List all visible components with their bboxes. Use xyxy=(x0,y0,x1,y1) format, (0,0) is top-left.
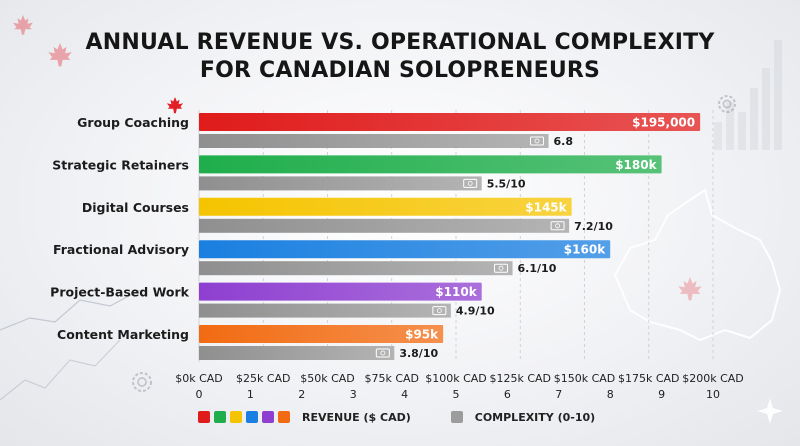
category-label-1: Group Coaching xyxy=(77,115,189,130)
revenue-tick-label-4: $75k CAD xyxy=(364,372,419,385)
complexity-bar-6 xyxy=(199,346,395,360)
legend-complexity-swatch xyxy=(450,411,463,423)
revenue-tick-label-9: $200k CAD xyxy=(682,372,744,385)
banknote-icon-2 xyxy=(463,178,478,188)
complexity-tick-label-3: 2 xyxy=(298,388,305,401)
chart-title-line-2: FOR CANADIAN SOLOPRENEURS xyxy=(199,58,601,83)
revenue-tick-label-1: $0k CAD xyxy=(175,372,223,385)
banknote-icon-center-5 xyxy=(436,308,442,314)
maple-leaf-icon-2 xyxy=(48,43,72,67)
background-trend-line xyxy=(0,289,141,331)
gear-icon-bottom xyxy=(132,372,152,392)
category-label-2: Strategic Retainers xyxy=(52,157,189,172)
banknote-icon-6 xyxy=(375,348,390,358)
revenue-tick-label-2: $25k CAD xyxy=(236,372,291,385)
revenue-bar-1 xyxy=(199,113,701,131)
complexity-tick-label-4: 3 xyxy=(350,388,357,401)
legend-revenue-swatch-3 xyxy=(230,411,242,423)
complexity-tick-label-9: 8 xyxy=(607,388,614,401)
revenue-value-label-2: $180k xyxy=(615,158,657,172)
revenue-value-label-5: $110k xyxy=(435,285,477,299)
complexity-value-label-3: 7.2/10 xyxy=(574,220,613,233)
chart-title-line-1: ANNUAL REVENUE VS. OPERATIONAL COMPLEXIT… xyxy=(85,30,715,55)
maple-leaf-icon-map xyxy=(678,277,702,301)
legend: REVENUE ($ CAD) COMPLEXITY (0-10) xyxy=(198,408,631,426)
banknote-icon-center-4 xyxy=(498,265,504,271)
revenue-value-label-3: $145k xyxy=(525,200,567,214)
legend-revenue-label: REVENUE ($ CAD) xyxy=(302,410,411,424)
complexity-bar-2 xyxy=(199,176,482,191)
revenue-bar-3 xyxy=(199,197,572,216)
complexity-value-label-1: 6.8 xyxy=(554,135,574,148)
legend-revenue-swatch-5 xyxy=(262,411,274,423)
banknote-icon-center-6 xyxy=(380,350,386,356)
complexity-value-label-4: 6.1/10 xyxy=(518,262,557,275)
complexity-bar-1 xyxy=(199,134,549,148)
legend-revenue-swatch-1 xyxy=(198,411,210,423)
banknote-icon-center-2 xyxy=(467,180,473,186)
background-map-outline xyxy=(613,188,782,342)
gear-icon xyxy=(718,95,736,113)
revenue-bar-2 xyxy=(199,155,662,174)
revenue-tick-label-3: $50k CAD xyxy=(300,372,355,385)
complexity-tick-label-2: 1 xyxy=(247,388,254,401)
banknote-icon-center-1 xyxy=(534,138,540,144)
complexity-tick-label-7: 6 xyxy=(504,388,511,401)
category-label-5: Project-Based Work xyxy=(50,285,190,300)
complexity-value-label-6: 3.8/10 xyxy=(399,347,438,360)
revenue-tick-label-6: $125k CAD xyxy=(489,372,551,385)
legend-revenue-swatch-6 xyxy=(278,411,290,423)
complexity-bar-3 xyxy=(199,218,570,233)
sparkle-icon xyxy=(757,398,783,424)
legend-revenue-swatch-2 xyxy=(214,411,226,423)
category-label-6: Content Marketing xyxy=(57,327,189,342)
background-bar-4 xyxy=(750,88,758,150)
revenue-value-label-6: $95k xyxy=(405,328,439,342)
background-bars-decoration xyxy=(714,40,782,150)
revenue-value-label-4: $160k xyxy=(564,243,606,257)
revenue-bar-5 xyxy=(199,282,482,301)
revenue-bar-6 xyxy=(199,325,444,343)
banknote-icon-4 xyxy=(494,263,509,273)
background-trend-line-2 xyxy=(0,339,121,401)
background-bar-2 xyxy=(726,102,734,150)
background-bar-3 xyxy=(738,112,746,150)
maple-leaf-icon xyxy=(13,15,33,35)
category-label-3: Digital Courses xyxy=(82,200,189,215)
banknote-icon-5 xyxy=(432,306,447,316)
complexity-tick-label-1: 0 xyxy=(196,388,203,401)
banknote-icon-1 xyxy=(530,136,545,146)
revenue-tick-label-5: $100k CAD xyxy=(425,372,487,385)
banknote-icon-center-3 xyxy=(555,223,560,229)
legend-complexity-label: COMPLEXITY (0-10) xyxy=(474,410,596,424)
complexity-tick-label-8: 7 xyxy=(555,388,562,401)
complexity-value-label-5: 4.9/10 xyxy=(456,305,495,318)
revenue-tick-label-7: $150k CAD xyxy=(554,372,616,385)
complexity-tick-label-10: 9 xyxy=(658,388,665,401)
legend-revenue-swatch-4 xyxy=(246,411,258,423)
revenue-tick-label-8: $175k CAD xyxy=(618,372,680,385)
background-bar-1 xyxy=(714,122,722,150)
revenue-value-label-1: $195,000 xyxy=(632,116,695,130)
complexity-tick-label-6: 5 xyxy=(453,388,460,401)
background-bar-5 xyxy=(762,68,770,150)
background-bar-6 xyxy=(774,40,782,150)
revenue-bar-4 xyxy=(199,240,611,259)
complexity-bar-5 xyxy=(199,303,451,318)
complexity-tick-label-5: 4 xyxy=(401,388,408,401)
maple-leaf-icon-accent xyxy=(166,97,184,114)
complexity-bar-4 xyxy=(199,261,513,276)
complexity-value-label-2: 5.5/10 xyxy=(487,177,526,190)
banknote-icon-3 xyxy=(550,221,565,231)
complexity-tick-label-11: 10 xyxy=(706,388,720,401)
category-label-4: Fractional Advisory xyxy=(53,242,189,257)
